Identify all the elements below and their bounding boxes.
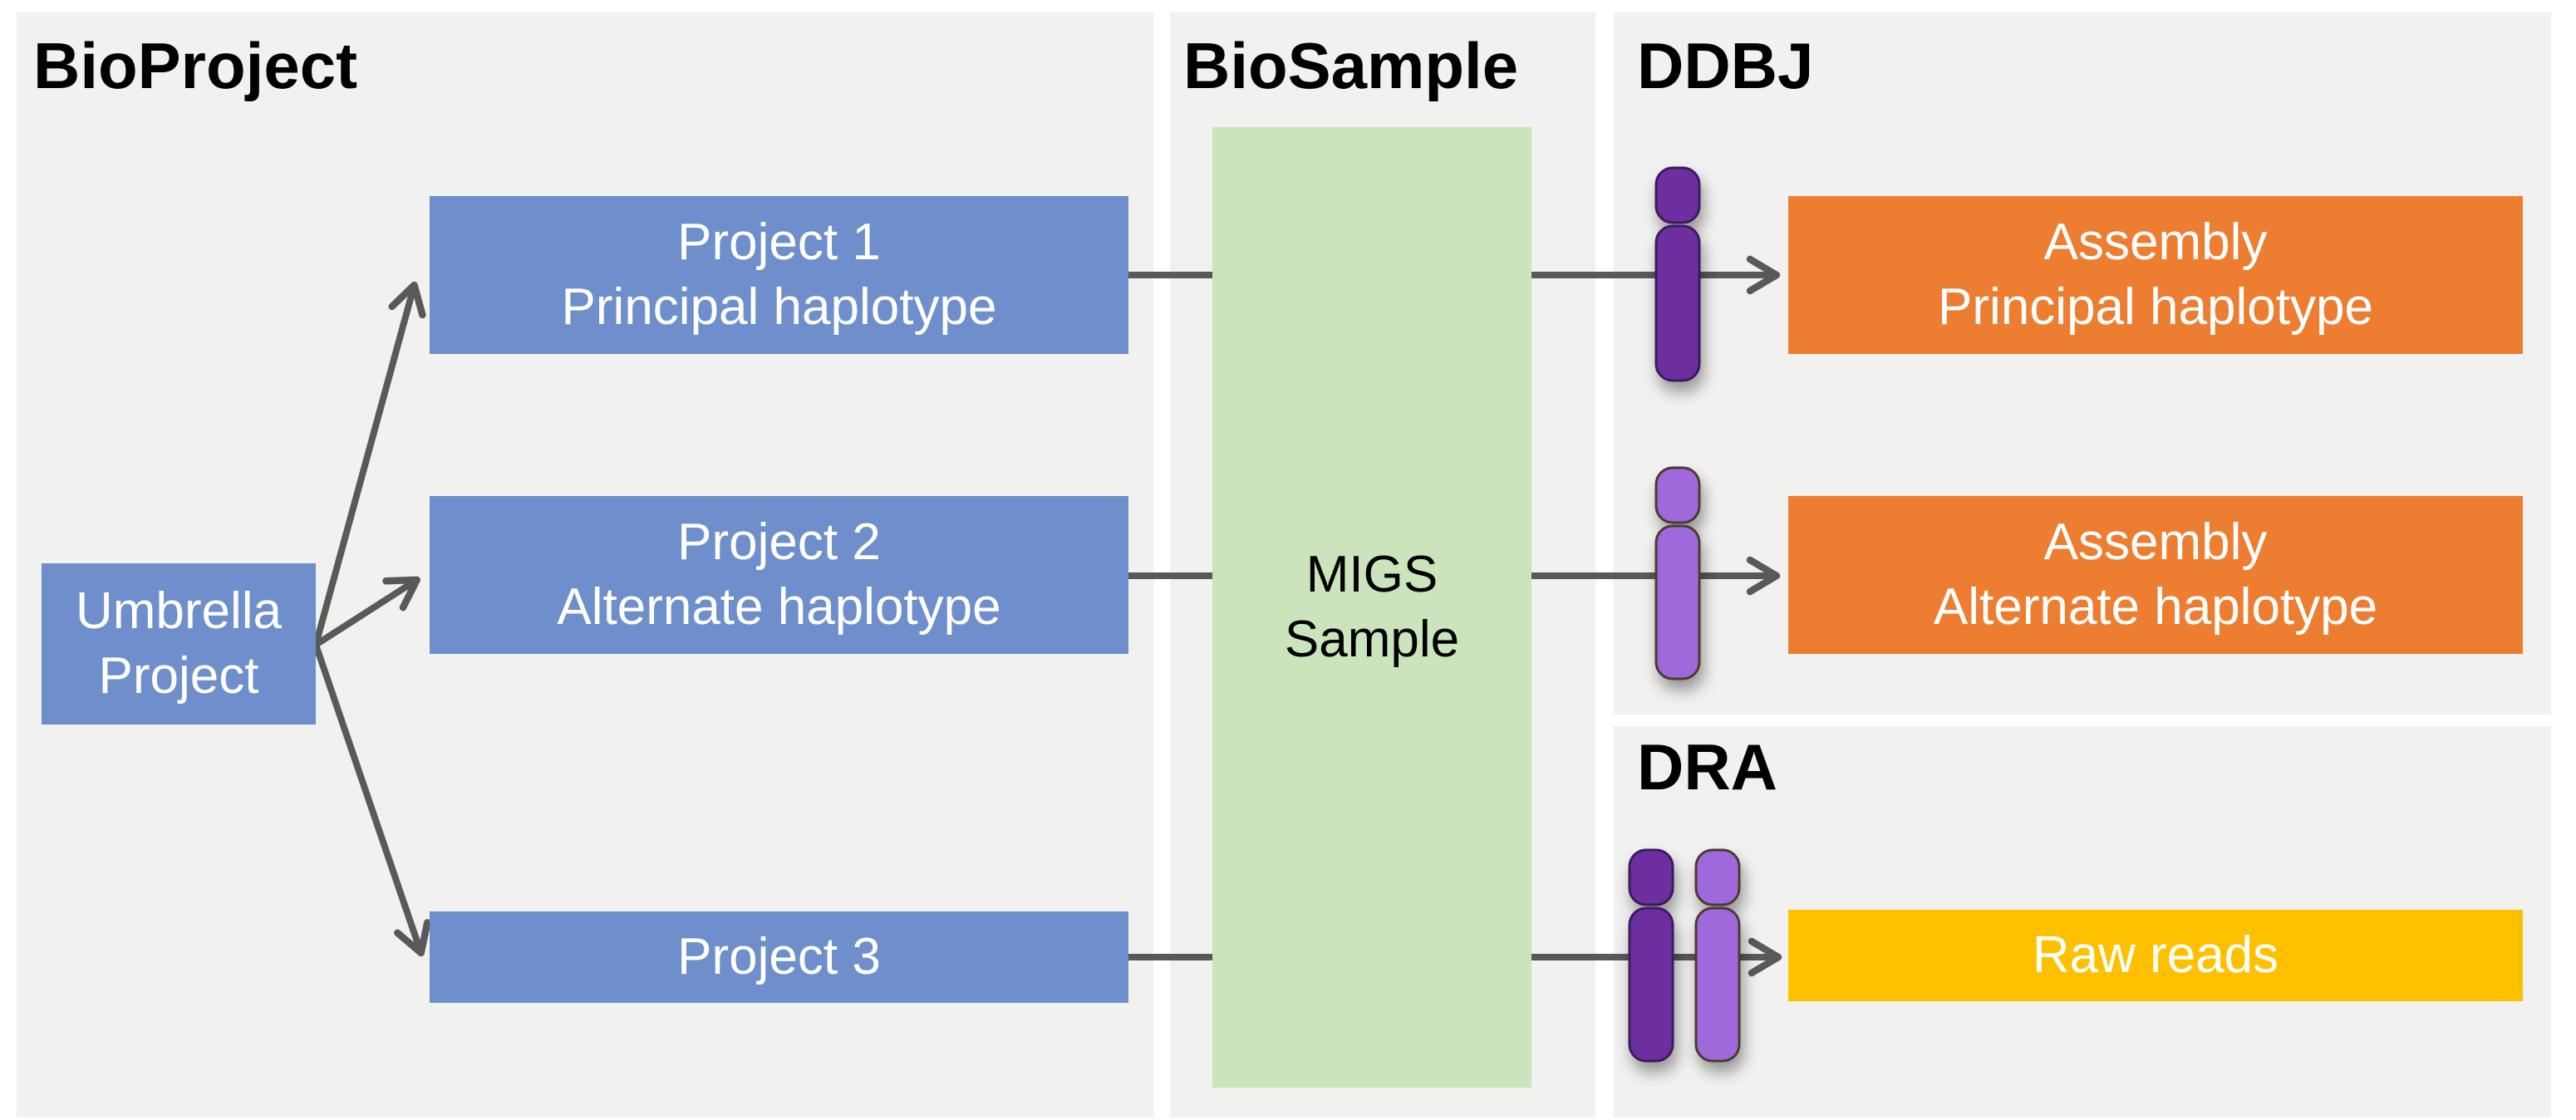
biosample-panel-title: BioSample <box>1183 29 1519 102</box>
assembly-principal-label-line1: Assembly <box>2043 214 2268 271</box>
project1-node: Project 1 Principal haplotype <box>430 196 1128 354</box>
assembly-principal-label-line2: Principal haplotype <box>1938 278 2373 336</box>
project3-node: Project 3 <box>430 911 1128 1003</box>
project2-label-line1: Project 2 <box>677 513 881 571</box>
assembly-alternate-label-line2: Alternate haplotype <box>1933 578 2378 636</box>
bioproject-panel-title: BioProject <box>33 29 358 102</box>
umbrella-project-node: Umbrella Project <box>42 563 316 725</box>
umbrella-project-label-line1: Umbrella <box>75 582 283 640</box>
migs-sample-label-line2: Sample <box>1284 611 1460 668</box>
migs-sample-node: MIGS Sample <box>1212 127 1531 1088</box>
ddbj-panel-title: DDBJ <box>1637 29 1814 102</box>
assembly-alternate-label-line1: Assembly <box>2043 513 2268 571</box>
project2-label-line2: Alternate haplotype <box>557 578 1001 636</box>
dra-panel-title: DRA <box>1637 730 1777 803</box>
project1-label-line1: Project 1 <box>677 214 881 271</box>
project3-label: Project 3 <box>677 928 881 985</box>
project2-node: Project 2 Alternate haplotype <box>430 496 1128 654</box>
migs-sample-label-line1: MIGS <box>1305 546 1438 603</box>
raw-reads-node: Raw reads <box>1788 910 2523 1001</box>
assembly-alternate-node: Assembly Alternate haplotype <box>1788 496 2523 654</box>
umbrella-project-label-line2: Project <box>98 647 259 705</box>
raw-reads-label: Raw reads <box>2032 926 2279 984</box>
assembly-principal-node: Assembly Principal haplotype <box>1788 196 2523 354</box>
project1-label-line2: Principal haplotype <box>561 278 997 336</box>
